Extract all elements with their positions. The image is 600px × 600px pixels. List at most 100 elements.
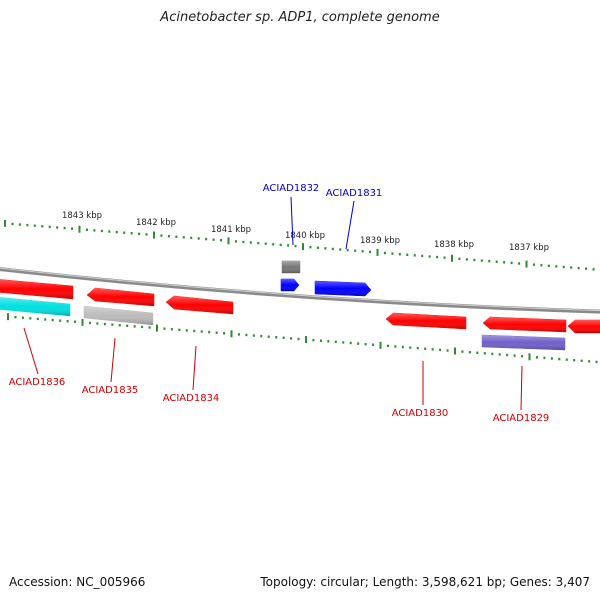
minor-tick [372,343,375,346]
minor-tick [141,325,144,329]
minor-tick [369,250,372,254]
minor-tick [85,228,88,231]
minor-tick [309,246,312,249]
minor-tick [431,348,434,351]
minor-tick [29,317,32,320]
minor-tick [424,347,427,350]
minor-tick [111,323,114,326]
minor-tick [123,231,126,234]
major-tick [230,330,233,338]
gene-labels: ACIAD1836 ACIAD1835 ACIAD1834 ACIAD1832 ACIA… [9,183,550,424]
minor-tick [555,265,558,268]
minor-tick [178,328,181,332]
minor-tick [458,257,461,261]
minor-tick [532,263,535,266]
minor-tick [126,324,129,327]
minor-tick [550,357,553,360]
genome-summary-text: Topology: circular; Length: 3,598,621 bp… [260,575,590,589]
minor-tick [220,239,223,242]
minor-tick [327,340,330,343]
minor-tick [56,226,59,229]
minor-tick [349,341,352,345]
minor-tick [364,342,367,346]
gene-ACIAD1829-other[interactable] [481,334,566,351]
minor-tick [41,225,44,228]
major-tick [7,313,9,321]
gene-ACIAD1829[interactable] [482,316,567,333]
gene-ACIAD1834[interactable] [165,295,234,315]
minor-tick [346,248,349,252]
minor-tick [11,222,14,226]
gene-label[interactable]: ACIAD1835 [82,385,139,396]
minor-tick [480,259,483,262]
minor-tick [163,327,166,330]
gene-label-leader [110,337,116,383]
gene-label[interactable]: ACIAD1830 [392,408,449,419]
major-tick [4,219,6,227]
tick-label: 1839 kbp [360,236,400,246]
gene-ACIAD1832-pseudo[interactable] [281,260,301,274]
gene-ACIAD1836-rna[interactable] [0,297,71,317]
minor-tick [570,266,573,269]
minor-tick [260,334,263,338]
minor-tick [468,350,471,354]
minor-tick [573,359,576,362]
gene-ACIAD1836[interactable] [0,279,74,300]
minor-tick [465,258,468,261]
minor-tick [443,256,446,259]
major-tick [525,260,528,268]
gene-ACIAD1830[interactable] [385,312,467,330]
gene-ACIAD1835[interactable] [86,287,155,307]
minor-tick [88,321,91,325]
minor-tick [51,318,54,322]
minor-tick [565,358,568,361]
major-tick [305,336,307,344]
minor-tick [521,354,524,358]
minor-tick [319,339,322,342]
gene-ACIAD1828[interactable] [567,319,600,334]
gene-label[interactable]: ACIAD1829 [493,413,550,424]
minor-tick [543,356,546,360]
gene-label[interactable]: ACIAD1832 [263,183,320,194]
gene-ACIAD1832[interactable] [280,278,300,292]
gene-label[interactable]: ACIAD1831 [326,188,383,199]
minor-tick [200,330,203,333]
minor-tick [510,261,513,265]
minor-tick [339,248,342,251]
minor-tick [71,227,74,230]
gene-label-leader [23,327,39,375]
minor-tick [383,251,386,255]
gene-label[interactable]: ACIAD1836 [9,377,66,388]
minor-tick [275,336,278,339]
minor-tick [409,346,412,349]
minor-tick [401,345,404,349]
minor-tick [495,260,498,263]
minor-tick [279,243,282,247]
minor-tick [503,261,506,264]
scale-tick-labels: 1843 kbp 1842 kbp 1841 kbp 1840 kbp 1839 kbp… [62,211,549,253]
minor-tick [354,249,357,252]
minor-tick [237,333,240,336]
minor-tick [48,225,51,229]
minor-tick [331,247,334,251]
minor-tick [36,317,39,321]
gene-label[interactable]: ACIAD1834 [163,393,220,404]
gene-ACIAD1831[interactable] [314,280,372,297]
gene-label-leader [290,196,294,246]
minor-tick [540,264,543,267]
minor-tick [138,232,141,236]
minor-tick [416,346,419,350]
minor-tick [488,259,491,263]
minor-tick [406,253,409,256]
minor-tick [282,336,285,340]
minor-tick [148,326,151,329]
minor-tick [245,333,248,337]
minor-tick [115,230,118,234]
minor-tick [249,241,252,244]
gene-ACIAD1835-pseudo[interactable] [83,305,154,326]
minor-tick [342,341,345,344]
minor-tick [264,242,267,245]
minor-tick [547,264,550,268]
minor-tick [535,356,538,359]
minor-tick [66,320,69,323]
